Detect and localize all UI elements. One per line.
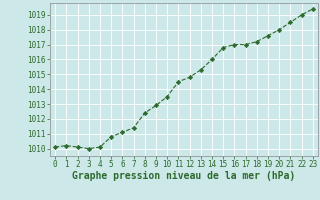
X-axis label: Graphe pression niveau de la mer (hPa): Graphe pression niveau de la mer (hPa) xyxy=(72,171,296,181)
